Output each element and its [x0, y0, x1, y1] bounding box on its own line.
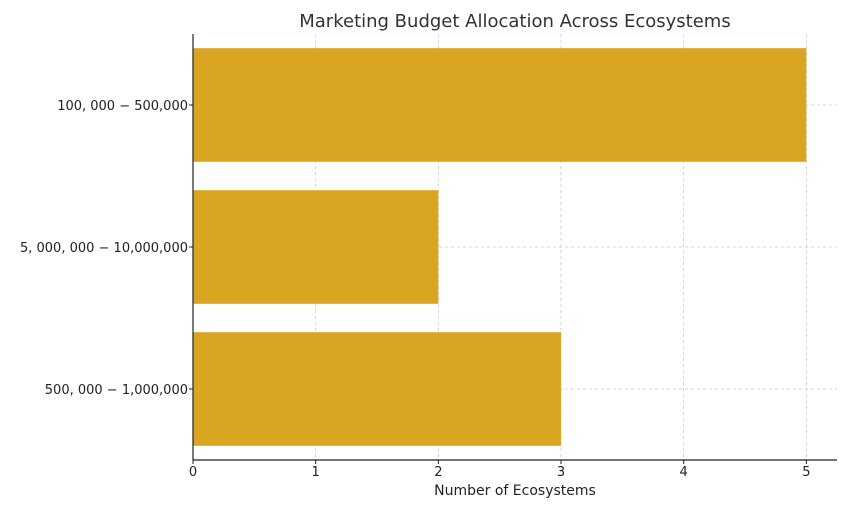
x-tick-label: 0 [189, 465, 197, 480]
x-tick-label: 1 [312, 465, 320, 480]
x-axis-label: Number of Ecosystems [434, 483, 596, 499]
y-tick-label: 100, 000 − 500,000 [57, 99, 188, 114]
y-tick-label: 500, 000 − 1,000,000 [45, 383, 188, 398]
axes [189, 34, 837, 464]
y-tick-label: 5, 000, 000 − 10,000,000 [20, 241, 188, 256]
bar [193, 190, 439, 304]
bars [193, 48, 807, 446]
bar [193, 48, 807, 162]
x-tick-label: 5 [802, 465, 810, 480]
x-tick-label: 2 [434, 465, 442, 480]
x-tick-label: 4 [680, 465, 688, 480]
chart-title: Marketing Budget Allocation Across Ecosy… [299, 11, 730, 32]
tick-labels: 100, 000 − 500,000 5, 000, 000 − 10,000,0… [20, 99, 811, 480]
bar [193, 332, 561, 446]
x-tick-label: 3 [557, 465, 565, 480]
